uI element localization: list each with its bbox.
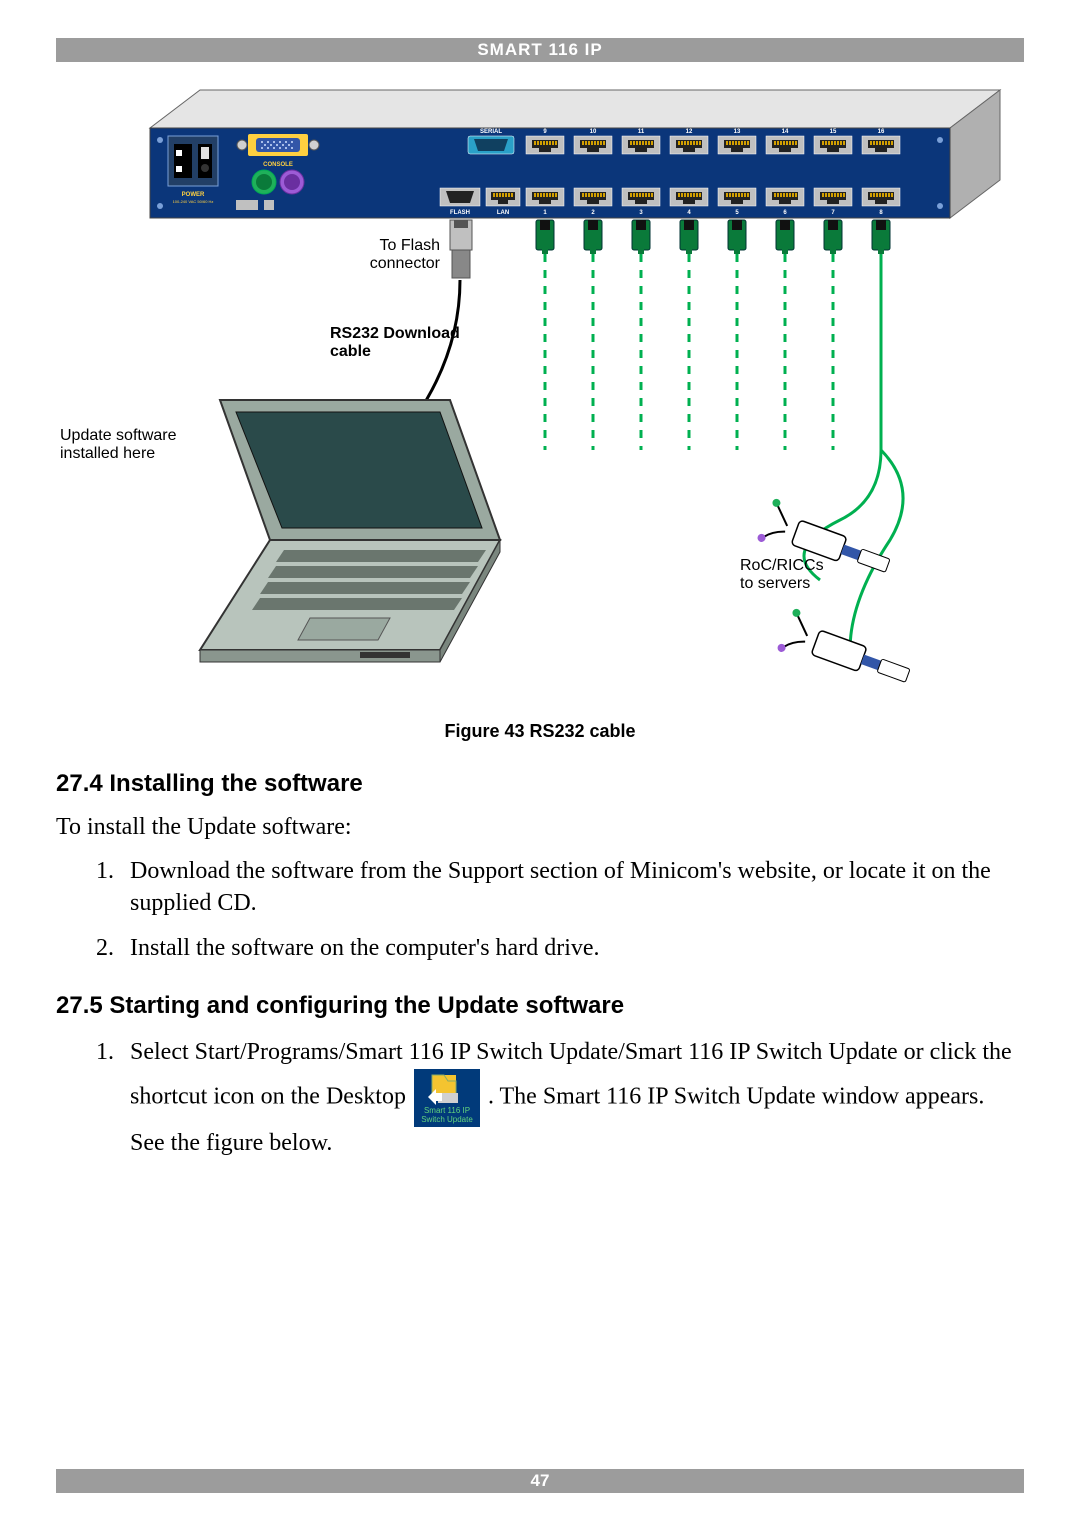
svg-text:15: 15	[830, 129, 837, 135]
svg-text:12: 12	[686, 129, 693, 135]
figure-diagram: POWER 100-240 VAC 50/60 Hz CONSOLE	[56, 70, 1024, 710]
page-number: 47	[531, 1471, 550, 1490]
steps-27-4: Download the software from the Support s…	[56, 855, 1024, 964]
svg-text:11: 11	[638, 129, 645, 135]
svg-text:16: 16	[878, 129, 885, 135]
figure-caption: Figure 43 RS232 cable	[56, 721, 1024, 742]
svg-text:10: 10	[590, 129, 597, 135]
svg-text:CONSOLE: CONSOLE	[263, 162, 293, 168]
svg-text:14: 14	[782, 129, 789, 135]
svg-text:to servers: to servers	[740, 575, 810, 592]
header-bar: SMART 116 IP	[56, 38, 1024, 62]
intro-27-4: To install the Update software:	[56, 814, 1024, 841]
step-2: Install the software on the computer's h…	[120, 932, 1024, 964]
svg-text:RoC/RICCs: RoC/RICCs	[740, 557, 824, 574]
svg-text:Update software: Update software	[60, 427, 177, 444]
svg-text:Smart 116 IP: Smart 116 IP	[424, 1106, 470, 1115]
svg-text:LAN: LAN	[497, 210, 509, 216]
footer-bar: 47	[56, 1469, 1024, 1493]
page: SMART 116 IP POWER	[0, 0, 1080, 1533]
svg-text:cable: cable	[330, 343, 371, 360]
svg-text:RS232 Download: RS232 Download	[330, 325, 460, 342]
svg-text:connector: connector	[370, 255, 441, 272]
header-title: SMART 116 IP	[477, 40, 602, 59]
heading-27-5: 27.5 Starting and configuring the Update…	[56, 992, 1024, 1020]
step-27-5-1: Select Start/Programs/Smart 116 IP Switc…	[120, 1036, 1024, 1159]
svg-text:installed here: installed here	[60, 445, 155, 462]
svg-text:FLASH: FLASH	[450, 210, 470, 216]
svg-text:POWER: POWER	[182, 192, 205, 198]
desktop-shortcut-icon: Smart 116 IP Switch Update	[414, 1069, 480, 1127]
heading-27-4: 27.4 Installing the software	[56, 770, 1024, 798]
svg-text:100-240 VAC 50/60 Hz: 100-240 VAC 50/60 Hz	[173, 199, 214, 204]
svg-text:To Flash: To Flash	[380, 237, 440, 254]
svg-text:Switch Update: Switch Update	[421, 1115, 473, 1124]
step-1: Download the software from the Support s…	[120, 855, 1024, 920]
svg-text:13: 13	[734, 129, 741, 135]
svg-text:SERIAL: SERIAL	[480, 129, 502, 135]
content: POWER 100-240 VAC 50/60 Hz CONSOLE	[56, 70, 1024, 1173]
steps-27-5: Select Start/Programs/Smart 116 IP Switc…	[56, 1036, 1024, 1159]
